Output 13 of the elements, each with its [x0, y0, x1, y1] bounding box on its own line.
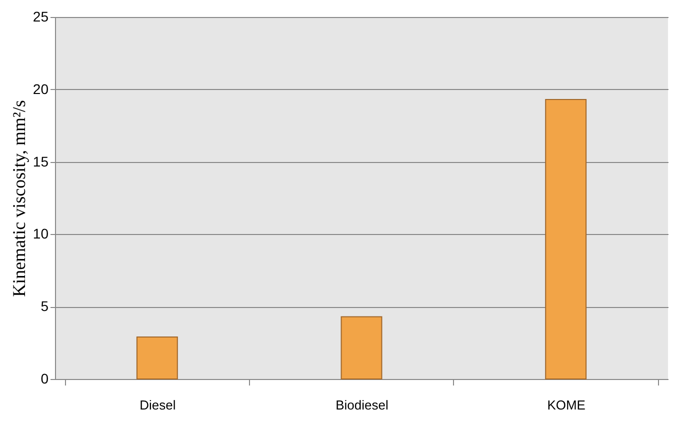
x-tick-label: Diesel [140, 398, 176, 412]
y-tick-label: 15 [32, 153, 49, 170]
bar [340, 316, 382, 380]
y-tick-label: 25 [32, 8, 49, 24]
bar [136, 336, 178, 380]
x-tick-label: Biodiesel [336, 398, 388, 412]
bar [545, 99, 587, 380]
y-tick-label: 20 [32, 80, 49, 97]
y-axis-title: Kinematic viscosity, mm²/s [8, 100, 29, 297]
y-tick-label: 10 [32, 226, 49, 242]
x-tick-label: KOME [547, 398, 586, 412]
y-tick-label: 0 [40, 370, 49, 386]
y-tick-label: 5 [40, 298, 49, 314]
